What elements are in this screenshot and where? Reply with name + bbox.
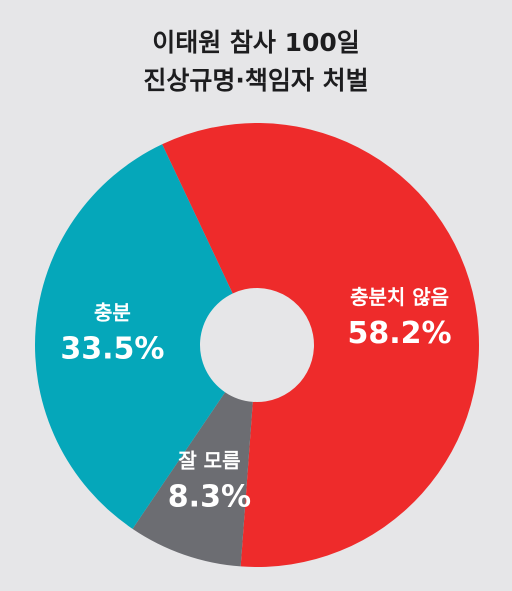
slice-value: 33.5% [60,331,164,366]
slice-value: 8.3% [168,479,251,514]
donut-slice [35,144,233,529]
slice-label: 잘 모름 [178,448,240,472]
chart-title: 진상규명·책임자 처벌 [143,66,368,95]
donut-slice [162,123,479,568]
slice-label: 충분치 않음 [350,285,449,309]
slice-value: 58.2% [348,316,452,351]
chart-title: 이태원 참사 100일 [152,28,360,57]
donut-slice [132,392,253,567]
slice-label: 충분 [94,300,131,324]
